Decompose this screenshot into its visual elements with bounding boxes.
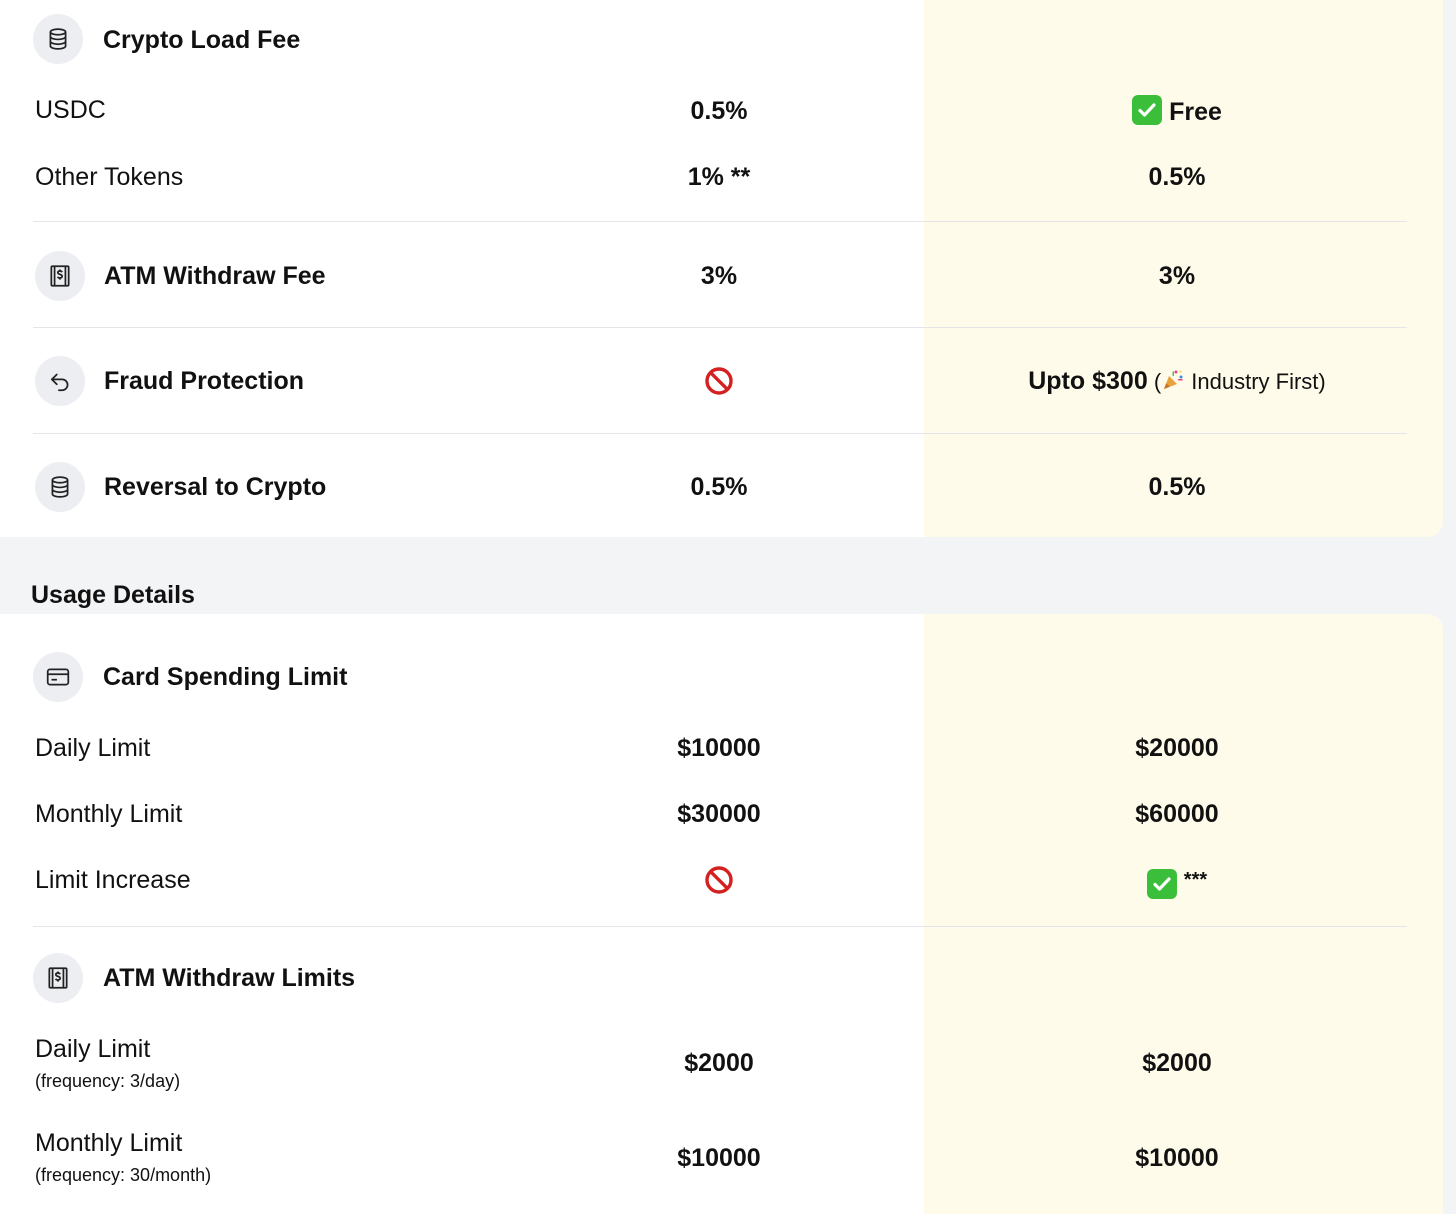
atm-monthly-limit-frequency: (frequency: 30/month) [35,1165,212,1185]
premium-column-highlight [924,614,1443,1214]
prohibited-icon [704,865,734,895]
fraud-protection-open-paren: ( [1147,369,1162,394]
atm-cash-icon [35,251,85,301]
crypto-load-fee-title: Crypto Load Fee [103,26,301,54]
usdc-standard-value: 0.5% [690,97,748,125]
fees-card: Crypto Load Fee USDC 0.5% Free Other Tok… [0,0,1443,537]
credit-card-icon [33,652,83,702]
divider [33,433,1407,434]
daily-limit-premium-value: $20000 [1135,734,1219,762]
usage-card: Card Spending Limit Daily Limit $10000 $… [0,614,1443,1214]
atm-withdraw-limits-title: ATM Withdraw Limits [103,964,356,992]
atm-monthly-limit-premium-value: $10000 [1135,1144,1219,1172]
other-tokens-standard-value: 1% ** [687,163,751,191]
card-spending-limit-title: Card Spending Limit [103,663,348,691]
atm-daily-limit-frequency: (frequency: 3/day) [35,1071,181,1091]
party-popper-icon [1161,368,1185,392]
check-mark-icon [1146,869,1177,899]
monthly-limit-label: Monthly Limit [35,800,183,828]
divider [33,926,1407,927]
usdc-label: USDC [35,96,106,124]
atm-daily-limit-premium-value: $2000 [1142,1049,1212,1077]
undo-arrow-icon [35,356,85,406]
fraud-protection-standard-value [489,366,949,398]
atm-monthly-limit-label: Monthly Limit [35,1129,183,1157]
other-tokens-premium-value: 0.5% [1148,163,1206,191]
premium-column-highlight [924,0,1443,537]
daily-limit-standard-value: $10000 [677,734,761,762]
atm-daily-limit-standard-value: $2000 [684,1049,754,1077]
usage-details-heading: Usage Details [31,581,195,609]
limit-increase-premium-value: *** [947,865,1407,901]
other-tokens-label: Other Tokens [35,163,184,191]
monthly-limit-standard-value: $30000 [677,800,761,828]
daily-limit-label: Daily Limit [35,734,151,762]
atm-withdraw-fee-standard-value: 3% [700,262,738,290]
coins-stack-icon [35,462,85,512]
atm-withdraw-fee-title: ATM Withdraw Fee [104,262,326,290]
fraud-protection-premium-value: Upto $300 ( Industry First) [947,366,1407,397]
monthly-limit-premium-value: $60000 [1135,800,1219,828]
usdc-premium-text: Free [1169,98,1222,126]
limit-increase-label: Limit Increase [35,866,191,894]
reversal-to-crypto-title: Reversal to Crypto [104,473,327,501]
check-mark-icon [1132,95,1163,125]
atm-monthly-limit-standard-value: $10000 [677,1144,761,1172]
reversal-to-crypto-standard-value: 0.5% [690,473,748,501]
divider [33,221,1407,222]
fraud-protection-title: Fraud Protection [104,367,305,395]
usdc-premium-value: Free [947,95,1407,127]
atm-withdraw-fee-premium-value: 3% [1158,262,1196,290]
limit-increase-footnote: *** [1183,869,1208,891]
divider [33,327,1407,328]
limit-increase-standard-value [489,865,949,897]
atm-daily-limit-label: Daily Limit [35,1035,151,1063]
fraud-protection-premium-amount: Upto $300 [1028,367,1148,395]
fraud-protection-premium-note: Industry First) [1185,369,1326,394]
prohibited-icon [704,366,734,396]
atm-cash-icon [33,953,83,1003]
coins-stack-icon [33,14,83,64]
reversal-to-crypto-premium-value: 0.5% [1148,473,1206,501]
